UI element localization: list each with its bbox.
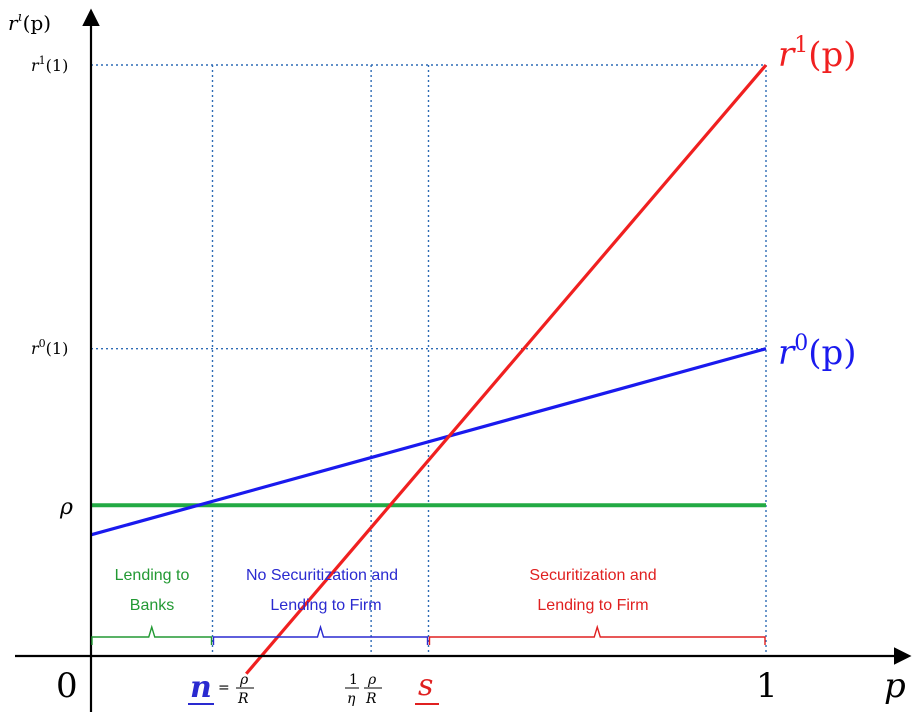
x-tick-s: s xyxy=(415,668,439,705)
series-line-r1 xyxy=(245,63,768,675)
series-label-r1: r1(p) xyxy=(778,33,857,75)
series-lines xyxy=(90,63,768,675)
x-tick-threshold: 1 η ρ R xyxy=(345,672,382,707)
svg-text:R: R xyxy=(365,691,377,707)
svg-text:Lending to: Lending to xyxy=(115,567,190,584)
origin-label: 0 xyxy=(56,666,78,706)
region-bracket-2 xyxy=(428,624,766,645)
svg-text:1: 1 xyxy=(349,672,358,688)
svg-text:Securitization and: Securitization and xyxy=(529,567,656,584)
svg-text:Lending to Firm: Lending to Firm xyxy=(537,597,648,614)
svg-text:s: s xyxy=(418,668,433,703)
svg-text:=: = xyxy=(218,680,230,696)
svg-text:ρ: ρ xyxy=(239,672,249,688)
y-axis-label: rι(p) xyxy=(8,10,51,35)
series-label-r0: r0(p) xyxy=(778,331,857,373)
region-bracket-1 xyxy=(212,624,429,645)
svg-text:ρ: ρ xyxy=(367,672,377,688)
region-label-no-securitization: No Securitization and Lending to Firm xyxy=(246,567,398,614)
region-brackets xyxy=(91,624,766,645)
y-tick-rho: ρ xyxy=(59,495,73,520)
y-tick-r0: r0(1) xyxy=(31,337,68,358)
x-end-label: 1 xyxy=(756,666,778,706)
series-line-r0 xyxy=(90,347,767,537)
guide-lines xyxy=(91,64,767,656)
x-axis-label: p xyxy=(884,666,906,706)
x-tick-n: n = ρ R xyxy=(188,670,254,707)
svg-text:η: η xyxy=(347,691,356,707)
svg-text:Lending to Firm: Lending to Firm xyxy=(270,597,381,614)
region-label-lending-to-banks: Lending to Banks xyxy=(115,567,190,614)
svg-text:No Securitization and: No Securitization and xyxy=(246,567,398,584)
region-bracket-0 xyxy=(91,624,213,645)
svg-text:Banks: Banks xyxy=(130,597,174,614)
y-tick-r1: r1(1) xyxy=(31,54,68,75)
svg-text:n: n xyxy=(190,670,212,705)
region-label-securitization: Securitization and Lending to Firm xyxy=(529,567,656,614)
svg-text:R: R xyxy=(237,691,249,707)
